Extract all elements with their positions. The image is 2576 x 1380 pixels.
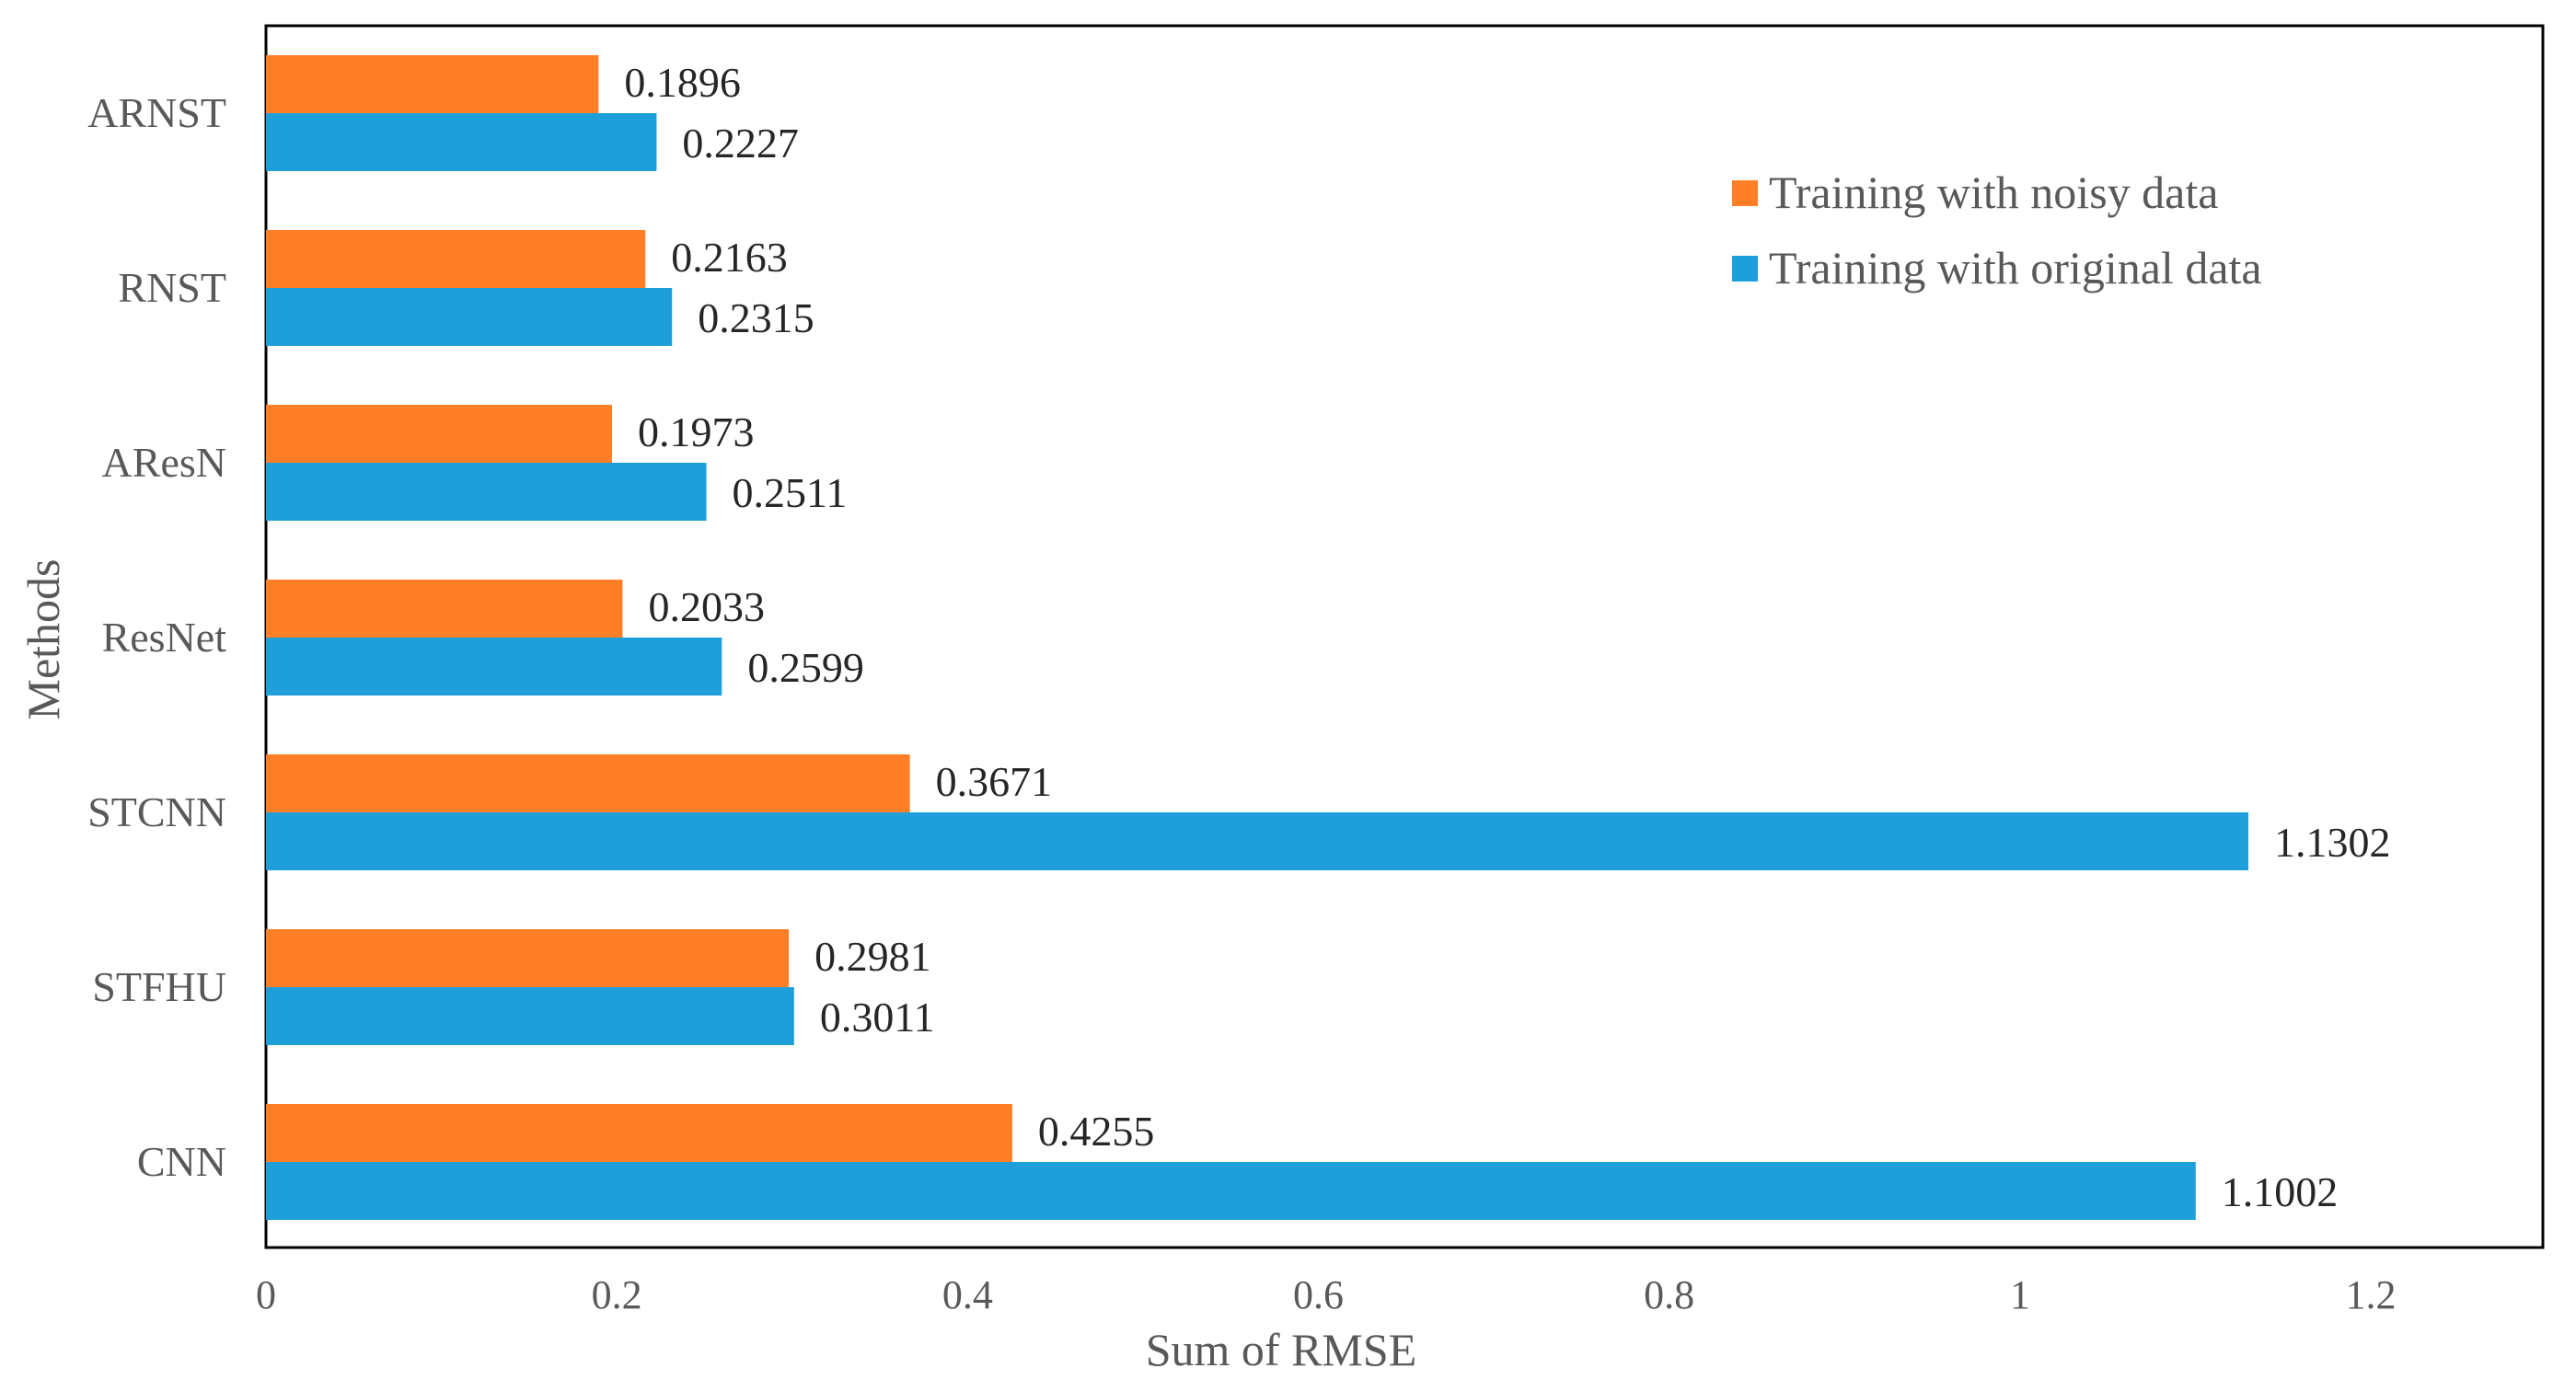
- legend-label-noisy: Training with noisy data: [1769, 167, 2218, 218]
- x-tick-label-0: 0: [256, 1272, 276, 1317]
- x-tick-label-4: 0.8: [1644, 1272, 1694, 1317]
- x-axis-title: Sum of RMSE: [1146, 1324, 1417, 1375]
- data-label-original-cnn: 1.1002: [2222, 1168, 2339, 1215]
- bar-original-arnst: [266, 113, 657, 171]
- data-label-noisy-stfhu: 0.2981: [814, 933, 931, 980]
- data-label-noisy-cnn: 0.4255: [1038, 1108, 1155, 1155]
- bar-original-cnn: [266, 1162, 2196, 1220]
- y-tick-label-rnst: RNST: [118, 264, 226, 311]
- data-label-noisy-stcnn: 0.3671: [936, 758, 1052, 805]
- y-tick-label-cnn: CNN: [137, 1138, 226, 1185]
- x-tick-label-1: 0.2: [592, 1272, 642, 1317]
- y-tick-label-stfhu: STFHU: [92, 963, 226, 1010]
- bar-noisy-rnst: [266, 230, 646, 288]
- data-label-noisy-aresn: 0.1973: [638, 408, 755, 455]
- y-tick-label-aresn: AResN: [102, 439, 226, 486]
- y-tick-label-resnet: ResNet: [102, 614, 227, 661]
- y-tick-label-arnst: ARNST: [87, 89, 226, 136]
- bar-noisy-resnet: [266, 580, 623, 638]
- legend-swatch-original: [1732, 256, 1758, 282]
- bar-noisy-stfhu: [266, 929, 790, 987]
- x-tick-label-2: 0.4: [942, 1272, 993, 1317]
- data-label-noisy-rnst: 0.2163: [671, 234, 788, 281]
- data-label-noisy-resnet: 0.2033: [648, 583, 765, 630]
- x-tick-label-6: 1.2: [2346, 1272, 2397, 1317]
- legend-swatch-noisy: [1732, 180, 1758, 206]
- data-label-noisy-arnst: 0.1896: [624, 59, 741, 106]
- data-label-original-resnet: 0.2599: [747, 644, 864, 691]
- bar-original-rnst: [266, 288, 673, 346]
- bar-noisy-arnst: [266, 55, 599, 113]
- x-tick-label-3: 0.6: [1293, 1272, 1344, 1317]
- legend-label-original: Training with original data: [1769, 242, 2262, 293]
- bar-original-resnet: [266, 638, 722, 696]
- x-tick-label-5: 1: [2010, 1272, 2030, 1317]
- bar-original-stcnn: [266, 812, 2248, 870]
- data-label-original-stcnn: 1.1302: [2274, 819, 2391, 866]
- bar-original-stfhu: [266, 987, 794, 1045]
- bar-noisy-cnn: [266, 1104, 1012, 1162]
- bar-noisy-stcnn: [266, 754, 910, 812]
- data-label-original-rnst: 0.2315: [698, 294, 814, 341]
- bar-original-aresn: [266, 463, 707, 521]
- y-tick-label-stcnn: STCNN: [87, 788, 226, 835]
- data-label-original-arnst: 0.2227: [682, 120, 799, 167]
- bar-noisy-aresn: [266, 405, 613, 463]
- data-label-original-stfhu: 0.3011: [820, 994, 935, 1041]
- data-label-original-aresn: 0.2511: [733, 469, 848, 516]
- y-axis-title: Methods: [17, 559, 69, 720]
